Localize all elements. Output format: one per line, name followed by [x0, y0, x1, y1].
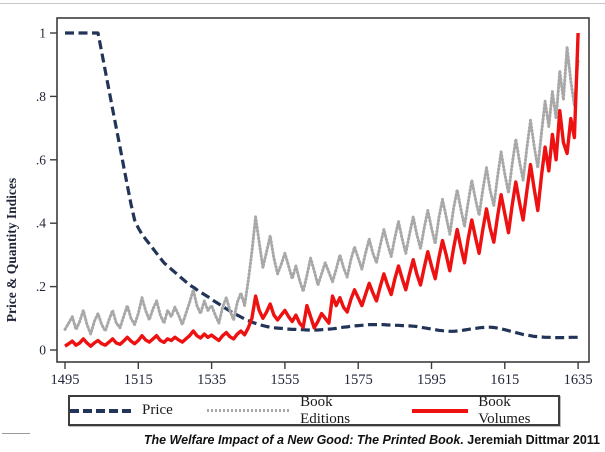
series-layer — [63, 31, 580, 348]
price-line-sample — [70, 408, 132, 413]
series-price — [65, 31, 579, 340]
x-tick-label: 1575 — [344, 372, 373, 388]
y-tick-label: .2 — [36, 279, 46, 294]
y-tick-label: .6 — [36, 152, 46, 167]
legend-label-price: Price — [142, 402, 173, 418]
x-tick-label: 1535 — [197, 372, 226, 388]
series-book-editions — [63, 45, 580, 336]
x-tick-label: 1555 — [270, 372, 299, 388]
caption-title: The Welfare Impact of a New Good: The Pr… — [143, 433, 464, 447]
bottom-left-tick — [2, 433, 30, 434]
chart-plot-area: 0 .2 .4 .6 .8 1 Price & Quantity Indices… — [4, 17, 593, 388]
legend-label-book-editions: Book Editions — [300, 393, 351, 427]
x-tick-label: 1615 — [490, 372, 519, 388]
legend-item-book-volumes: Book Volumes — [412, 394, 558, 428]
y-tick-label: 1 — [39, 26, 46, 41]
x-tick-label: 1495 — [51, 372, 80, 388]
plot-border — [56, 17, 590, 363]
y-tick-label: .4 — [36, 216, 46, 231]
chart-legend: Price Book Editions Book Volumes — [68, 393, 560, 428]
y-axis-labels: 0 .2 .4 .6 .8 1 — [36, 26, 46, 358]
book-editions-line-sample — [206, 409, 291, 412]
figure-caption: The Welfare Impact of a New Good: The Pr… — [5, 433, 600, 447]
series-book-volumes — [64, 32, 580, 348]
top-divider — [0, 3, 605, 4]
y-tick-label: .8 — [36, 89, 46, 104]
legend-label-book-volumes: Book Volumes — [478, 393, 531, 427]
x-tick-label: 1635 — [564, 372, 593, 388]
legend-item-book-editions: Book Editions — [206, 393, 378, 428]
y-tick-label: 0 — [39, 343, 46, 358]
y-axis-title: Price & Quantity Indices — [4, 178, 19, 322]
y-axis-ticks — [50, 32, 57, 351]
x-tick-label: 1595 — [417, 372, 446, 388]
x-axis-ticks — [64, 362, 579, 369]
x-tick-label: 1515 — [124, 372, 153, 388]
book-volumes-line-sample — [412, 408, 469, 413]
legend-item-price: Price — [70, 402, 173, 419]
caption-author: Jeremiah Dittmar 2011 — [467, 433, 600, 447]
x-axis-labels: 1495 1515 1535 1555 1575 1595 1615 1635 — [51, 372, 593, 388]
